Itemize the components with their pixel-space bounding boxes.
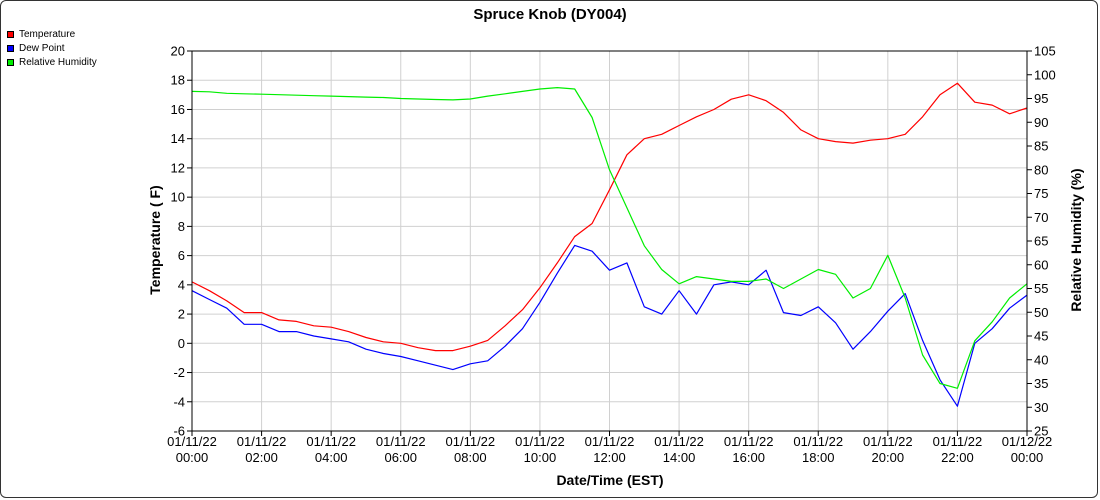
x-tick-label-time: 00:00 bbox=[176, 450, 209, 465]
y2-tick-label: 100 bbox=[1034, 67, 1056, 82]
legend-label-temperature: Temperature bbox=[19, 28, 76, 40]
x-tick-label-time: 18:00 bbox=[802, 450, 835, 465]
x-tick-label-time: 02:00 bbox=[245, 450, 278, 465]
y-tick-label: 8 bbox=[178, 219, 185, 234]
x-tick-label-time: 06:00 bbox=[384, 450, 417, 465]
x-tick-label-date: 01/11/22 bbox=[306, 434, 356, 449]
series-layer bbox=[191, 82, 1028, 407]
x-tick-label-date: 01/11/22 bbox=[933, 434, 983, 449]
y-tick-label: 6 bbox=[178, 248, 185, 263]
y2-tick-label: 35 bbox=[1034, 376, 1048, 391]
y2-tick-label: 95 bbox=[1034, 91, 1048, 106]
y2-tick-label: 25 bbox=[1034, 424, 1048, 439]
chart-title: Spruce Knob (DY004) bbox=[473, 6, 626, 23]
x-tick-label-time: 08:00 bbox=[454, 450, 487, 465]
x-tick-label-time: 10:00 bbox=[524, 450, 557, 465]
chart-legend: Temperature Dew Point Relative Humidity bbox=[7, 27, 97, 69]
x-tick-label-date: 01/11/22 bbox=[237, 434, 287, 449]
y-tick-label: 2 bbox=[178, 307, 185, 322]
x-tick-label-time: 12:00 bbox=[593, 450, 626, 465]
y-tick-label: -4 bbox=[173, 394, 185, 409]
x-tick-label-date: 01/11/22 bbox=[376, 434, 426, 449]
y2-tick-label: 40 bbox=[1034, 352, 1048, 367]
x-tick-label-date: 01/11/22 bbox=[724, 434, 774, 449]
y-tick-label: 20 bbox=[171, 44, 185, 59]
y-tick-label: 18 bbox=[171, 73, 185, 88]
legend-item-dew-point: Dew Point bbox=[7, 41, 97, 55]
legend-swatch-temperature bbox=[7, 30, 14, 38]
x-tick-label-date: 01/11/22 bbox=[793, 434, 843, 449]
x-tick-label-time: 04:00 bbox=[315, 450, 348, 465]
y-tick-label: 12 bbox=[171, 160, 185, 175]
legend-label-relative-humidity: Relative Humidity bbox=[19, 56, 97, 68]
y-tick-label: 14 bbox=[171, 131, 185, 146]
x-tick-label-time: 16:00 bbox=[732, 450, 765, 465]
y2-tick-label: 90 bbox=[1034, 115, 1048, 130]
y2-tick-label: 45 bbox=[1034, 329, 1048, 344]
y-tick-label: 16 bbox=[171, 102, 185, 117]
legend-item-relative-humidity: Relative Humidity bbox=[7, 55, 97, 69]
y2-axis-title: Relative Humidity (%) bbox=[1068, 168, 1084, 311]
legend-item-temperature: Temperature bbox=[7, 27, 97, 41]
y2-tick-label: 80 bbox=[1034, 162, 1048, 177]
x-tick-label-time: 20:00 bbox=[872, 450, 905, 465]
x-tick-label-date: 01/11/22 bbox=[446, 434, 496, 449]
y-tick-label: 4 bbox=[178, 277, 185, 292]
y-axis-title: Temperature ( F) bbox=[147, 185, 163, 294]
x-tick-label-date: 01/11/22 bbox=[515, 434, 565, 449]
legend-label-dew-point: Dew Point bbox=[19, 42, 65, 54]
y2-tick-label: 85 bbox=[1034, 139, 1048, 154]
series-line-temperature bbox=[191, 82, 1028, 352]
x-tick-label-time: 14:00 bbox=[663, 450, 696, 465]
x-tick-label-date: 01/12/22 bbox=[1002, 434, 1053, 449]
y2-tick-label: 30 bbox=[1034, 400, 1048, 415]
x-tick-label-time: 22:00 bbox=[941, 450, 974, 465]
plot-border bbox=[191, 50, 1028, 432]
y-tick-label: -6 bbox=[173, 424, 185, 439]
y-tick-label: -2 bbox=[173, 365, 185, 380]
series-line-dew-point bbox=[191, 244, 1028, 407]
x-tick-label-date: 01/11/22 bbox=[863, 434, 913, 449]
y2-tick-label: 65 bbox=[1034, 234, 1048, 249]
y2-tick-label: 50 bbox=[1034, 305, 1048, 320]
legend-swatch-relative-humidity bbox=[7, 58, 14, 66]
y2-tick-label: 60 bbox=[1034, 257, 1048, 272]
y2-tick-label: 75 bbox=[1034, 186, 1048, 201]
y2-tick-label: 70 bbox=[1034, 210, 1048, 225]
tick-labels: -6 -4 -2 0 2 4 6 8 10 12 14 16 18 20 25 30 35 40 45 50 55 60 6… bbox=[167, 44, 1056, 466]
axes bbox=[187, 50, 1032, 436]
x-tick-label-date: 01/11/22 bbox=[167, 434, 217, 449]
y2-tick-label: 55 bbox=[1034, 281, 1048, 296]
grid-lines bbox=[191, 50, 1028, 432]
y-tick-label: 10 bbox=[171, 190, 185, 205]
x-axis-title: Date/Time (EST) bbox=[556, 472, 663, 488]
x-tick-label-time: 00:00 bbox=[1011, 450, 1044, 465]
x-tick-label-date: 01/11/22 bbox=[585, 434, 635, 449]
x-tick-label-date: 01/11/22 bbox=[654, 434, 704, 449]
legend-swatch-dew-point bbox=[7, 44, 14, 52]
y2-tick-label: 105 bbox=[1034, 44, 1056, 59]
y-tick-label: 0 bbox=[178, 336, 185, 351]
series-line-relative-humidity bbox=[191, 86, 1028, 389]
